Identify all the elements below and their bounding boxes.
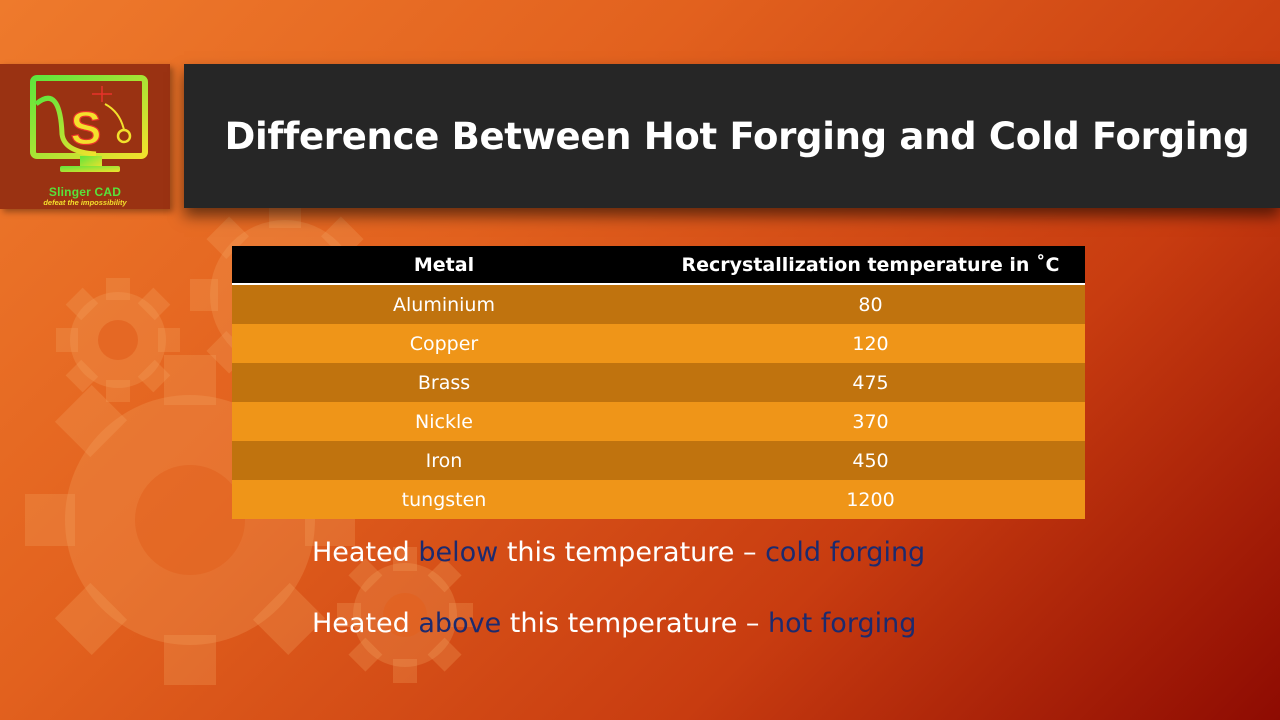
slinger-cad-logo: S Slinger CAD defeat the impossibility	[0, 64, 170, 209]
temperature-cell: 475	[656, 363, 1085, 402]
temperature-cell: 80	[656, 284, 1085, 324]
table-row: Nickle 370	[232, 402, 1085, 441]
metal-cell: Brass	[232, 363, 656, 402]
temperature-cell: 1200	[656, 480, 1085, 519]
lower-gear-icon	[337, 547, 473, 683]
temperature-cell: 120	[656, 324, 1085, 363]
small-gear-icon	[56, 278, 180, 402]
title-bar: Difference Between Hot Forging and Cold …	[184, 64, 1280, 208]
table-row: tungsten 1200	[232, 480, 1085, 519]
temperature-cell: 450	[656, 441, 1085, 480]
metal-cell: Iron	[232, 441, 656, 480]
recrystallization-table: Metal Recrystallization temperature in ˚…	[232, 246, 1085, 519]
column-header-metal: Metal	[232, 246, 656, 285]
hot-forging-note: Heated above this temperature – hot forg…	[312, 608, 916, 639]
note-keyword: below	[418, 537, 499, 568]
logo-tagline: defeat the impossibility	[43, 198, 127, 207]
note-result: cold forging	[765, 537, 926, 568]
slide-title: Difference Between Hot Forging and Cold …	[224, 114, 1250, 158]
metal-cell: Nickle	[232, 402, 656, 441]
column-header-temperature: Recrystallization temperature in ˚C	[656, 246, 1085, 285]
table-row: Aluminium 80	[232, 284, 1085, 324]
note-middle: this temperature –	[501, 608, 768, 639]
note-lead: Heated	[312, 608, 419, 639]
temperature-cell: 370	[656, 402, 1085, 441]
note-middle: this temperature –	[498, 537, 766, 568]
metal-cell: Copper	[232, 324, 656, 363]
note-result: hot forging	[768, 608, 917, 639]
metal-cell: tungsten	[232, 480, 656, 519]
table-row: Brass 475	[232, 363, 1085, 402]
table-row: Copper 120	[232, 324, 1085, 363]
monitor-logo-icon: S	[30, 75, 148, 172]
note-lead: Heated	[312, 537, 419, 568]
logo-name: Slinger CAD	[48, 185, 122, 199]
svg-text:S: S	[71, 102, 102, 154]
cold-forging-note: Heated below this temperature – cold for…	[312, 537, 925, 568]
note-keyword: above	[418, 608, 502, 639]
table-row: Iron 450	[232, 441, 1085, 480]
table-header-row: Metal Recrystallization temperature in ˚…	[232, 246, 1085, 285]
metal-cell: Aluminium	[232, 284, 656, 324]
